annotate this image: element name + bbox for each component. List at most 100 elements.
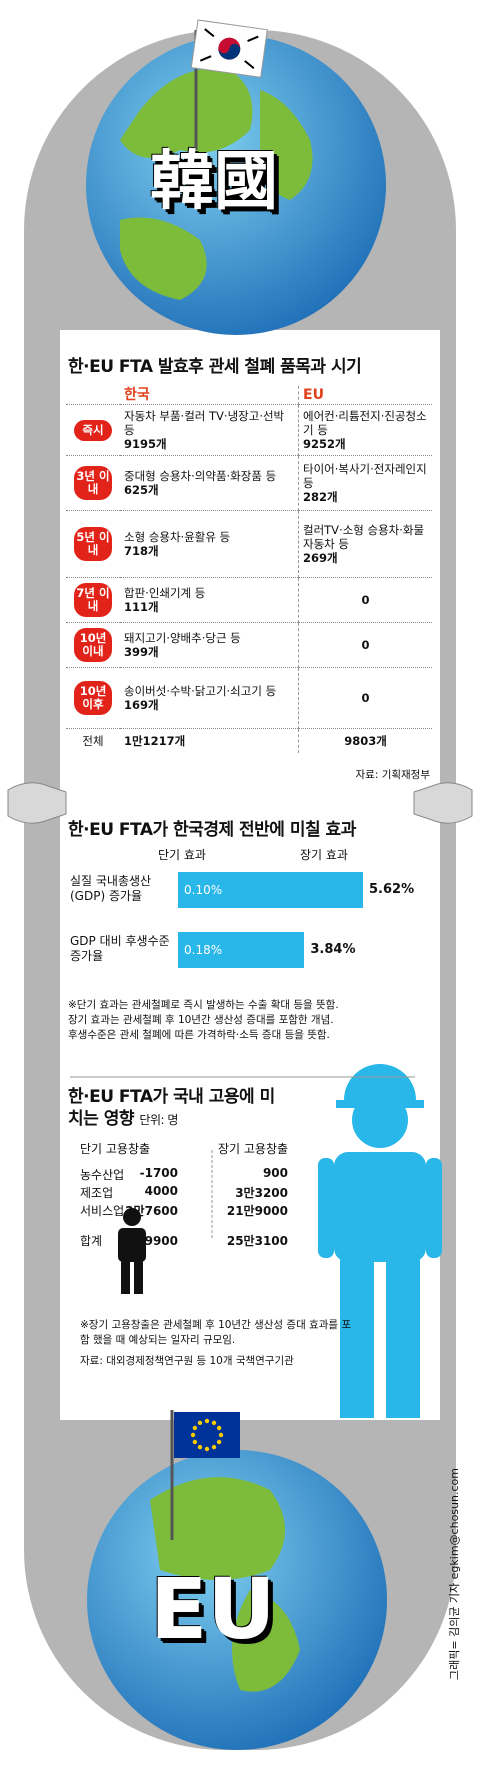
period-badge: 3년 이내 [74,466,112,500]
column-head: 한국 [120,386,299,405]
eu-flag [174,1412,240,1458]
legend-item: 단기 효과 [158,848,206,862]
cell: 돼지고기·양배추·당근 등 399개 [120,622,299,668]
cell: 타이어·복사기·전자레인지 등 282개 [298,455,432,511]
section-title: 한·EU FTA 발효후 관세 철폐 품목과 시기 [68,357,362,377]
title-text: 한·EU FTA가 국내 고용에 미치는 영향 [68,1087,275,1129]
row: 즉시 자동차 부품·컬러 TV·냉장고·선박 등 9195개 에어컨·리튬전지·진공청… [66,404,432,456]
cell: 합판·인쇄기계 등 111개 [120,577,299,623]
note: ※장기 고용창출은 관세철폐 후 10년간 생산성 증대 효과를 포함 했을 때… [80,1319,352,1346]
items: 자동차 부품·컬러 TV·냉장고·선박 등 [124,409,285,437]
cell: 송이버섯·수박·닭고기·쇠고기 등 169개 [120,667,299,729]
note: ※단기 효과는 관세철폐로 즉시 발생하는 수출 확대 등을 뜻함. [68,999,339,1011]
eu-mark: EU [150,1560,276,1658]
tariff-table: 한국 EU 즉시 자동차 부품·컬러 TV·냉장고·선박 등 9195개 에어컨·리튬전지… [66,386,432,753]
total-row: 전체 1만1217개 9803개 [66,728,432,753]
period-badge: 즉시 [74,419,112,441]
period-badge: 7년 이내 [74,583,112,617]
items: 돼지고기·양배추·당근 등 [124,631,241,645]
star [216,1439,222,1445]
row: 5년 이내 소형 승용차·윤활유 등 718개 컬러TV·소형 승용차·화물자동차 등… [66,510,432,578]
star [211,1420,217,1426]
continents-bottom [150,1477,300,1692]
credit: 그래픽= 김의균 기자 egkim@chosun.com [448,1468,461,1680]
count: 269개 [303,551,338,565]
items: 소형 승용차·윤활유 등 [124,530,231,544]
cell: 0 [298,622,432,668]
cell: 1만1217개 [120,728,299,753]
sector: 합계 [80,1234,103,1248]
cell: 10년 이후 [66,667,120,729]
cell: 0 [298,577,432,623]
cell: 소형 승용차·윤활유 등 718개 [120,510,299,578]
short-value: 0.10% [184,883,223,897]
star [211,1444,217,1450]
cell: 즉시 [66,404,120,456]
count: 9195개 [124,437,167,451]
count: 625개 [124,483,159,497]
items: 타이어·복사기·전자레인지 등 [303,462,427,490]
sector: 서비스업 [80,1204,125,1218]
legend-item: 장기 효과 [300,848,348,862]
korea-flag [190,19,268,78]
long-value: 5.62% [369,882,415,897]
short-value: 0.18% [184,943,223,957]
column-head: EU [303,387,324,403]
star [204,1418,210,1424]
count: 111개 [124,600,159,614]
count: 0 [361,593,370,607]
bar [178,932,305,968]
row: 10년 이내 돼지고기·양배추·당근 등 399개 0 [66,622,432,668]
short-value: 2만7600 [125,1204,178,1218]
star [192,1425,198,1431]
notes: ※장기 고용창출은 관세철폐 후 10년간 생산성 증대 효과를 포함 했을 때… [80,1318,360,1369]
cell: 10년 이내 [66,622,120,668]
bar-label: 실질 국내총생산(GDP) 증가율 [70,874,152,903]
unit: 단위: 명 [139,1113,178,1127]
cell: 전체 [66,728,120,753]
cell: 컬러TV·소형 승용차·화물자동차 등 269개 [298,510,432,578]
note: 후생수준은 관세 철폐에 따른 가격하락·소득 증대 등을 뜻함. [68,1029,330,1041]
items: 합판·인쇄기계 등 [124,586,206,600]
long-value: 21만9000 [226,1204,288,1218]
cell: 3년 이내 [66,455,120,511]
long-value: 900 [262,1166,288,1180]
korea-mark: 韓國 [150,145,278,219]
count: 0 [361,638,370,652]
worker-large [318,1064,442,1418]
items: 중대형 승용차·의약품·화장품 등 [124,469,277,483]
star [190,1432,196,1438]
short-value: -1700 [139,1166,178,1180]
count: 169개 [124,698,159,712]
header-row: 한국 EU [66,386,432,405]
column-head: 장기 고용창출 [218,1142,289,1156]
long-value: 3.84% [310,942,356,957]
cell: 중대형 승용차·의약품·화장품 등 625개 [120,455,299,511]
items: 컬러TV·소형 승용차·화물자동차 등 [303,523,425,551]
star [197,1420,203,1426]
note: 자료: 대외경제정책연구원 등 10개 국책연구기관 [80,1355,294,1367]
star [192,1439,198,1445]
cell: 5년 이내 [66,510,120,578]
cell: 에어컨·리튬전지·진공청소기 등 9252개 [298,404,432,456]
cell: 자동차 부품·컬러 TV·냉장고·선박 등 9195개 [120,404,299,456]
long-value: 25만3100 [226,1234,288,1248]
cell: 7년 이내 [66,577,120,623]
effects-chart: 단기 효과 장기 효과 실질 국내총생산(GDP) 증가율 0.10% 5.62% GDP… [68,848,438,998]
row: 3년 이내 중대형 승용차·의약품·화장품 등 625개 타이어·복사기·전자레인지 … [66,455,432,511]
count: 0 [361,691,370,705]
bar [178,872,363,908]
period-badge: 10년 이후 [74,681,112,715]
row: 10년 이후 송이버섯·수박·닭고기·쇠고기 등 169개 0 [66,667,432,729]
right-hand [413,782,473,824]
cell [66,386,120,405]
employment-table: 단기 고용창출 장기 고용창출 농수산업 -1700 900 제조업 4000 3만3200 서… [68,1140,338,1260]
count: 399개 [124,645,159,659]
star [216,1425,222,1431]
star [204,1446,210,1452]
count: 718개 [124,544,159,558]
sector: 농수산업 [80,1168,125,1182]
section-title: 한·EU FTA가 한국경제 전반에 미칠 효과 [68,820,356,840]
period-badge: 5년 이내 [74,527,112,561]
